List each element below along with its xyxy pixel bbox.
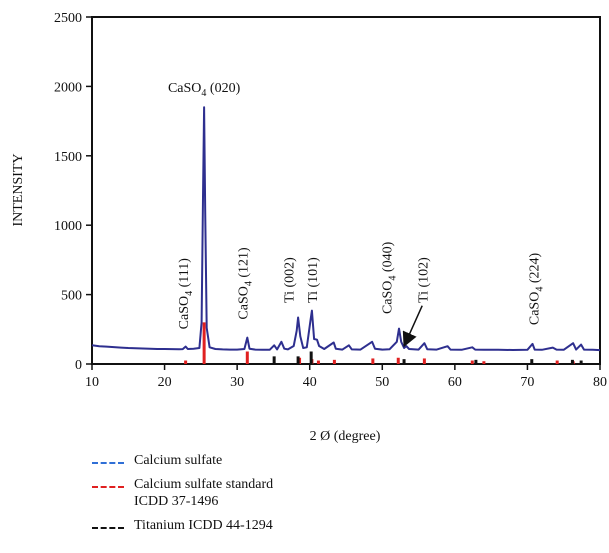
y-axis-title: INTENSITY	[11, 153, 26, 226]
y-tick-label: 500	[61, 289, 82, 304]
peak-label: CaSO4 (121)	[236, 247, 254, 320]
x-tick-label: 10	[85, 375, 99, 390]
series-line-calcium-sulfate	[91, 106, 601, 352]
legend-swatch-blue-dashed	[92, 462, 124, 464]
x-tick-label: 40	[303, 375, 317, 390]
legend-label: Titanium ICDD 44-1294	[134, 518, 273, 533]
xrd-chart: 10 20 30 40 50 60 70 80 0 500 1000 1500 2000 2500 CaSO…	[11, 11, 607, 444]
y-tick-label: 1000	[54, 219, 82, 234]
peak-label: CaSO4 (224)	[527, 253, 545, 326]
annotation-arrow	[402, 305, 423, 348]
peak-label: CaSO4 (111)	[177, 258, 195, 330]
x-tick-label: 50	[375, 375, 389, 390]
legend-swatch-black-dashed	[92, 527, 124, 529]
legend: Calcium sulfate Calcium sulfate standard…	[92, 452, 422, 541]
y-tick-label: 1500	[54, 150, 82, 165]
peak-label: Ti (101)	[306, 257, 321, 303]
x-tick-label: 70	[520, 375, 534, 390]
y-tick-label: 0	[75, 358, 82, 373]
legend-label: Calcium sulfate standard ICDD 37-1496	[134, 477, 274, 509]
legend-item-titanium: Titanium ICDD 44-1294	[92, 517, 422, 541]
plot-area: 10 20 30 40 50 60 70 80 0 500 1000 1500 2000 2500 CaSO…	[54, 11, 607, 390]
peak-label: CaSO4 (020)	[168, 81, 241, 99]
legend-item-calcium-sulfate: Calcium sulfate	[92, 452, 422, 476]
y-tick-label: 2000	[54, 80, 82, 95]
legend-swatch-red-dashed	[92, 486, 124, 488]
plot-frame	[91, 16, 601, 365]
legend-item-calcium-sulfate-standard: Calcium sulfate standard ICDD 37-1496	[92, 476, 422, 517]
y-tick-label: 2500	[54, 11, 82, 26]
peak-label: Ti (002)	[283, 257, 298, 303]
x-tick-label: 80	[593, 375, 607, 390]
x-tick-label: 60	[448, 375, 462, 390]
peak-label: Ti (102)	[416, 257, 431, 303]
legend-label: Calcium sulfate	[134, 453, 223, 468]
x-tick-label: 30	[230, 375, 244, 390]
peak-label: CaSO4 (040)	[381, 241, 399, 314]
x-tick-label: 20	[158, 375, 172, 390]
x-axis-title: 2 Ø (degree)	[310, 429, 381, 444]
